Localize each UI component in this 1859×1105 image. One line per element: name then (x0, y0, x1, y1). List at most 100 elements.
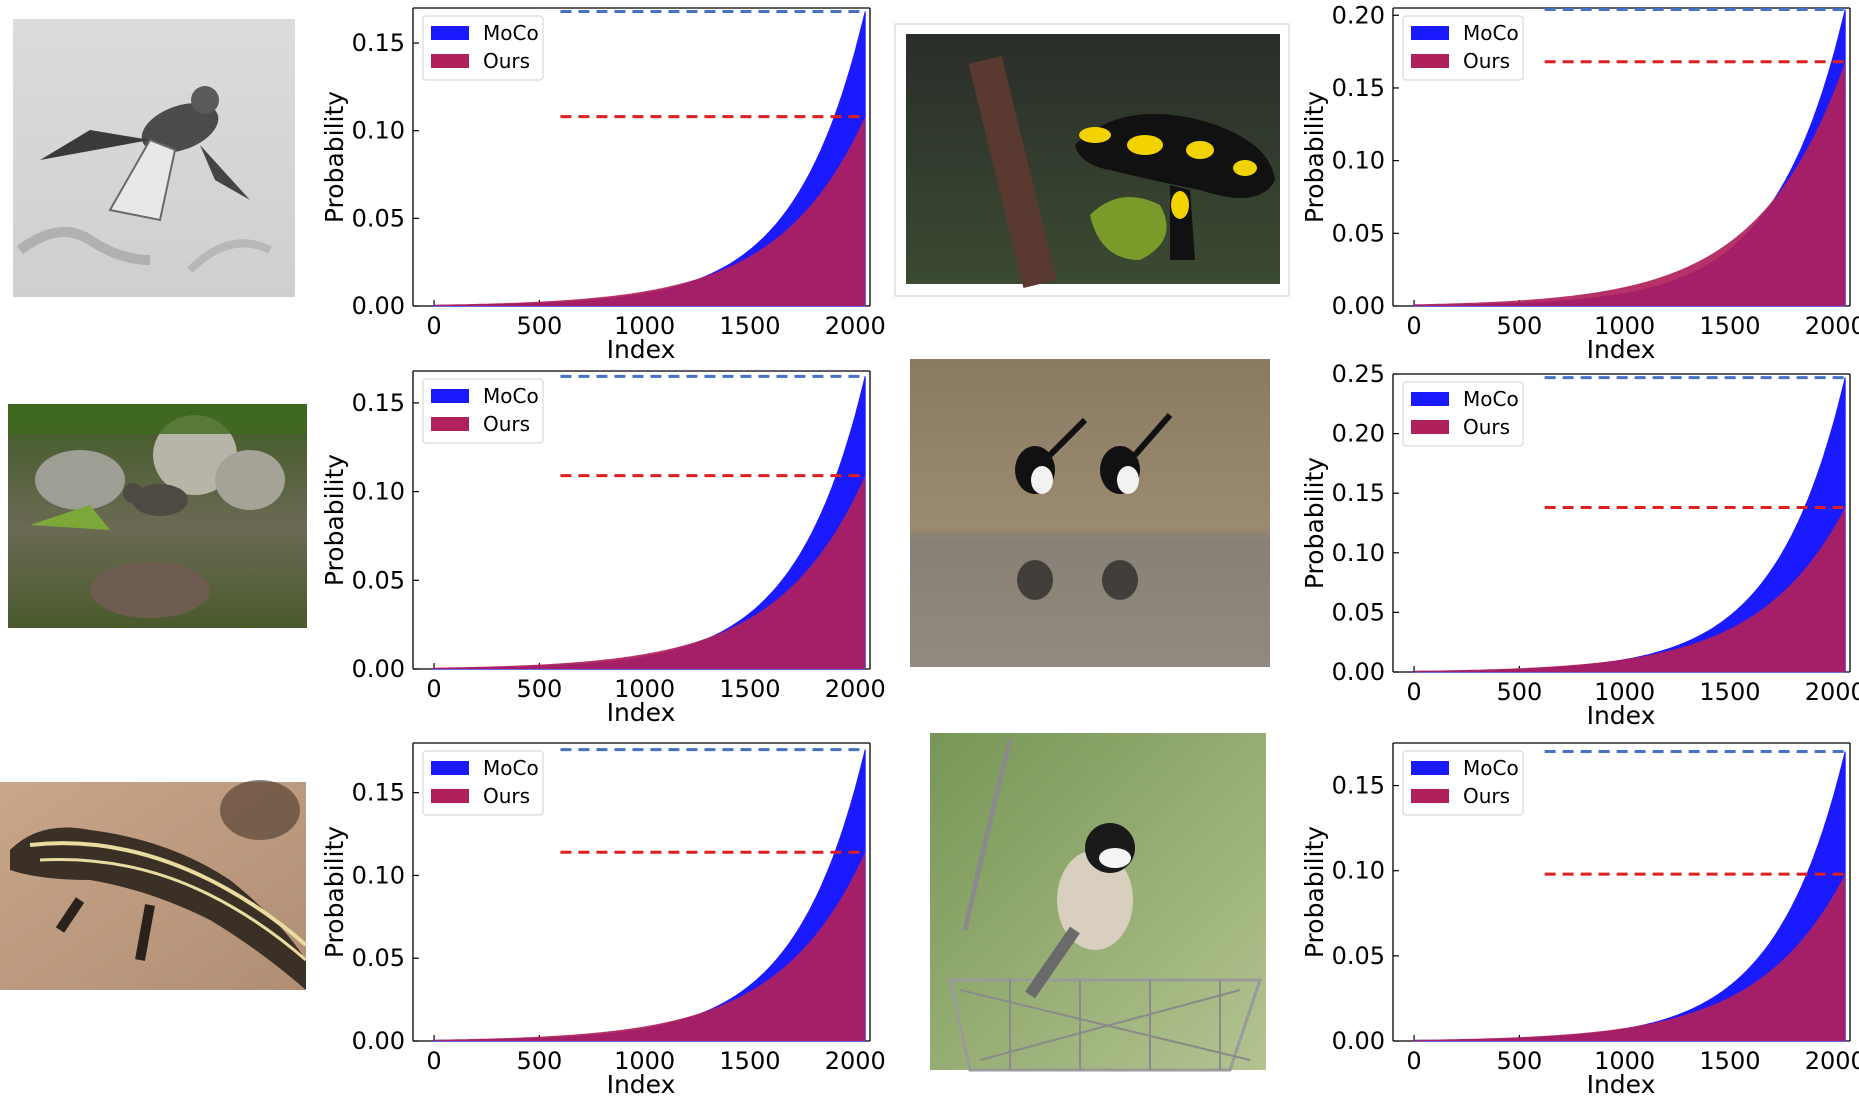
x-tick-label: 0 (1406, 312, 1421, 340)
y-tick-label: 0.25 (1332, 360, 1385, 388)
x-axis-label: Index (1587, 335, 1656, 364)
x-tick-label: 2000 (1805, 312, 1859, 340)
y-tick-label: 0.15 (352, 779, 405, 807)
legend-swatch-moco (431, 761, 469, 775)
x-tick-label: 0 (1406, 1047, 1421, 1075)
x-tick-label: 500 (516, 312, 562, 340)
ours-area (1414, 61, 1846, 306)
x-tick-label: 1500 (1699, 678, 1760, 706)
area-layer (433, 374, 866, 670)
legend-label-moco: MoCo (1463, 21, 1519, 45)
y-axis-label: Probability (320, 91, 349, 223)
x-tick-label: 1000 (614, 675, 675, 703)
chart-panel-1: 0 500 1000 1500 2000 0.00 0.05 0.10 0.15 Index P… (320, 7, 886, 364)
x-tick-label: 500 (516, 1047, 562, 1075)
legend-swatch-ours (1411, 420, 1449, 434)
legend-swatch-moco (1411, 761, 1449, 775)
x-tick-label: 1000 (614, 1047, 675, 1075)
x-tick-label: 500 (1496, 678, 1542, 706)
legend-label-moco: MoCo (483, 21, 539, 45)
legend-label-ours: Ours (483, 49, 530, 73)
legend-swatch-ours (1411, 789, 1449, 803)
y-tick-label: 0.15 (352, 389, 405, 417)
y-tick-label: 0.00 (352, 1027, 405, 1055)
legend: MoCo Ours (422, 750, 544, 816)
x-tick-label: 2000 (1805, 678, 1859, 706)
tick-layer: 0 500 1000 1500 2000 0.00 0.05 0.10 0.15 (1332, 772, 1859, 1075)
x-axis-label: Index (1587, 1070, 1656, 1099)
x-tick-label: 0 (426, 312, 441, 340)
y-tick-label: 0.15 (1332, 772, 1385, 800)
legend-swatch-ours (431, 789, 469, 803)
y-tick-label: 0.00 (1332, 658, 1385, 686)
chart-panel-6: 0 500 1000 1500 2000 0.00 0.05 0.10 0.15 Index P… (1300, 742, 1859, 1099)
x-tick-label: 1000 (1594, 678, 1655, 706)
x-tick-label: 500 (516, 675, 562, 703)
x-tick-label: 500 (1496, 1047, 1542, 1075)
y-tick-label: 0.15 (352, 29, 405, 57)
y-axis-label: Probability (320, 454, 349, 586)
tick-layer: 0 500 1000 1500 2000 0.00 0.05 0.10 0.15 (352, 779, 886, 1075)
y-tick-label: 0.10 (352, 478, 405, 506)
legend-swatch-moco (431, 389, 469, 403)
y-tick-label: 0.00 (352, 655, 405, 683)
legend-swatch-ours (431, 417, 469, 431)
y-axis-label: Probability (1300, 457, 1329, 589)
striped-lizard-photo (0, 780, 308, 990)
magpies-photo (910, 359, 1270, 667)
y-tick-label: 0.15 (1332, 74, 1385, 102)
dipper-bird-photo (8, 404, 307, 628)
y-tick-label: 0.00 (1332, 292, 1385, 320)
legend-label-ours: Ours (483, 784, 530, 808)
y-tick-label: 0.10 (1332, 539, 1385, 567)
ours-area (1414, 507, 1846, 672)
ours-area (434, 852, 866, 1041)
x-axis-label: Index (1587, 701, 1656, 730)
x-tick-label: 1000 (614, 312, 675, 340)
tick-layer: 0 500 1000 1500 2000 0.00 0.05 0.10 0.15 (352, 29, 886, 340)
legend: MoCo Ours (422, 15, 544, 81)
area-layer (1413, 376, 1846, 673)
y-tick-label: 0.20 (1332, 420, 1385, 448)
chart-panel-3: 0 500 1000 1500 2000 0.00 0.05 0.10 0.15 Index P… (320, 370, 886, 727)
legend-label-ours: Ours (1463, 415, 1510, 439)
legend-label-moco: MoCo (483, 384, 539, 408)
x-axis-label: Index (607, 1070, 676, 1099)
y-tick-label: 0.10 (1332, 857, 1385, 885)
fire-salamander-photo (894, 23, 1290, 297)
y-tick-label: 0.05 (352, 944, 405, 972)
y-tick-label: 0.05 (1332, 942, 1385, 970)
x-tick-label: 500 (1496, 312, 1542, 340)
legend-swatch-ours (1411, 54, 1449, 68)
x-axis-label: Index (607, 698, 676, 727)
legend-swatch-ours (431, 54, 469, 68)
legend-label-moco: MoCo (1463, 387, 1519, 411)
y-axis-label: Probability (1300, 826, 1329, 958)
x-tick-label: 2000 (825, 312, 886, 340)
y-tick-label: 0.10 (352, 117, 405, 145)
tick-layer: 0 500 1000 1500 2000 0.00 0.05 0.10 0.15 0.20 (1332, 1, 1859, 340)
y-tick-label: 0.05 (352, 566, 405, 594)
x-tick-label: 0 (426, 1047, 441, 1075)
y-axis-label: Probability (1300, 91, 1329, 223)
area-layer (1413, 7, 1846, 307)
x-tick-label: 1500 (719, 312, 780, 340)
legend-label-moco: MoCo (483, 756, 539, 780)
area-layer (433, 10, 866, 307)
x-tick-label: 1500 (719, 1047, 780, 1075)
ours-area (434, 475, 866, 669)
y-tick-label: 0.05 (1332, 219, 1385, 247)
legend: MoCo Ours (1402, 15, 1524, 81)
chart-panel-5: 0 500 1000 1500 2000 0.00 0.05 0.10 0.15 Index P… (320, 742, 886, 1099)
ours-area (434, 116, 866, 306)
area-layer (1413, 750, 1846, 1042)
y-tick-label: 0.00 (352, 292, 405, 320)
x-tick-label: 1500 (1699, 312, 1760, 340)
x-tick-label: 1000 (1594, 312, 1655, 340)
legend-swatch-moco (431, 26, 469, 40)
y-tick-label: 0.05 (352, 204, 405, 232)
bird-in-flight-photo (13, 19, 295, 297)
y-axis-label: Probability (320, 826, 349, 958)
x-tick-label: 2000 (1805, 1047, 1859, 1075)
